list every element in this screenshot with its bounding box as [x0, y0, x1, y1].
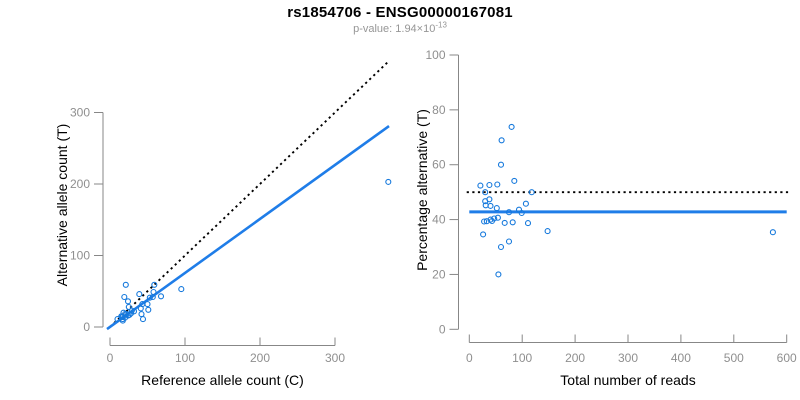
y-tick-label: 100 [425, 48, 445, 62]
data-point [497, 161, 505, 168]
right-plot: 0 100 200 300 400 500 600 0 20 40 60 80 100 Total nu… [414, 48, 797, 388]
x-tick-label: 600 [777, 351, 797, 365]
data-point [522, 200, 529, 207]
data-point [518, 209, 525, 217]
y-tick-label: 0 [439, 322, 446, 336]
y-tick-label: 60 [432, 158, 446, 172]
data-point [126, 311, 133, 318]
data-point [508, 123, 515, 130]
data-point [150, 288, 157, 296]
data-point [511, 177, 518, 184]
data-point [505, 209, 513, 216]
x-tick-label: 200 [250, 351, 270, 365]
data-point [482, 202, 489, 209]
identity-line [109, 61, 389, 328]
data-point [487, 202, 494, 209]
data-point [477, 182, 484, 189]
data-point [178, 286, 185, 293]
x-tick-label: 0 [466, 351, 473, 365]
y-tick-label: 0 [83, 320, 90, 334]
pvalue-text: p-value: 1.94×10 [353, 23, 436, 35]
data-point [137, 305, 144, 312]
right-plot-points [477, 123, 776, 278]
right-x-axis-title: Total number of reads [560, 372, 695, 388]
data-point [494, 181, 501, 188]
data-point [482, 189, 489, 196]
y-tick-label: 300 [70, 106, 90, 120]
left-plot-lines [106, 61, 390, 331]
data-point [145, 306, 152, 313]
x-tick-label: 100 [512, 351, 532, 365]
x-tick-label: 300 [325, 351, 345, 365]
data-point [494, 214, 501, 221]
x-tick-label: 100 [175, 351, 195, 365]
chart-title: rs1854706 - ENSG00000167081 [287, 4, 513, 21]
x-tick-label: 400 [671, 351, 691, 365]
y-tick-label: 100 [70, 249, 90, 263]
y-tick-label: 40 [432, 213, 446, 227]
data-point [544, 228, 551, 235]
data-point [146, 294, 153, 301]
data-point [528, 189, 535, 196]
left-x-axis-title: Reference allele count (C) [141, 372, 304, 388]
data-point [157, 293, 165, 300]
pvalue-subtitle: p-value: 1.94×10-13 [0, 21, 800, 35]
data-point [498, 137, 505, 144]
x-tick-label: 200 [565, 351, 585, 365]
data-point [493, 205, 500, 212]
data-point [491, 215, 498, 222]
data-point [505, 238, 513, 245]
left-plot-points [114, 178, 392, 324]
data-point [119, 317, 126, 324]
data-point [125, 303, 132, 311]
data-point [501, 219, 508, 226]
data-point [486, 181, 493, 189]
data-point [136, 291, 143, 298]
x-tick-label: 500 [724, 351, 744, 365]
data-point [124, 298, 132, 305]
data-point [495, 271, 502, 278]
right-y-axis-title: Percentage alternative (T) [414, 109, 430, 271]
data-point [480, 231, 487, 238]
data-point [130, 308, 138, 315]
data-point [149, 293, 156, 301]
data-point [138, 311, 145, 318]
data-point [497, 243, 505, 251]
x-tick-label: 300 [618, 351, 638, 365]
data-point [509, 219, 516, 226]
data-point [121, 293, 128, 301]
left-y-axis-title: Alternative allele count (T) [54, 124, 70, 287]
data-point [486, 196, 493, 203]
y-tick-label: 200 [70, 177, 90, 191]
fit-line [106, 125, 390, 331]
data-point [385, 178, 392, 185]
data-point [769, 229, 776, 236]
right-plot-lines [466, 191, 789, 214]
chart-header: rs1854706 - ENSG00000167081 p-value: 1.9… [0, 0, 800, 35]
data-point [144, 301, 151, 308]
data-point [151, 281, 158, 288]
data-point [139, 316, 147, 323]
data-point [122, 281, 129, 288]
y-tick-label: 80 [432, 103, 446, 117]
left-plot-axes: 0 100 200 300 0 100 200 300 [70, 106, 345, 366]
data-point [524, 220, 532, 227]
left-plot: 0 100 200 300 0 100 200 300 Reference allele co… [54, 61, 392, 388]
right-plot-axes: 0 100 200 300 400 500 600 0 20 40 60 80 100 [425, 48, 797, 365]
data-point [481, 218, 488, 225]
pvalue-exponent: -13 [435, 20, 447, 30]
x-tick-label: 0 [107, 351, 114, 365]
data-point [487, 216, 494, 223]
y-tick-label: 20 [432, 267, 446, 281]
